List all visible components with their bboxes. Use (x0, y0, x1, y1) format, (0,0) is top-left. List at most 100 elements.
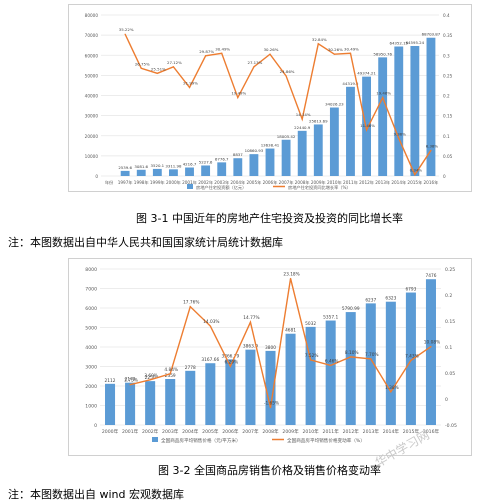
chart2-bar (305, 326, 316, 425)
chart1-y-left-tick: 30000 (85, 114, 99, 119)
chart1-line-point (253, 66, 255, 68)
chart2-y-right-tick: 0.25 (445, 267, 455, 273)
chart1-x-tick: 2004年 (230, 179, 245, 186)
figure-caption-1: 图 3-1 中国近年的房地产住宅投资及投资的同比增长率 (136, 212, 403, 225)
chart2-x-tick: 2010年 (302, 428, 319, 435)
chart2-bar (225, 359, 236, 425)
chart2-bar (245, 349, 256, 425)
chart1-bar (378, 57, 388, 176)
chart1-line-series (124, 33, 432, 177)
chart2-y-right-tick: 0 (445, 397, 448, 403)
figure-note-1: 注：本图数据出自中华人民共和国国家统计局统计数据库 (8, 236, 283, 249)
chart1-bar-label: 44319.5 (342, 81, 359, 86)
chart2-bar (145, 381, 156, 425)
chart1-line-point (205, 55, 207, 57)
chart2-y-left-tick: 5000 (85, 326, 97, 332)
chart2-bar (125, 382, 136, 425)
chart1-line-point (365, 129, 368, 131)
chart1-line-point (285, 75, 287, 77)
chart-investment-frame: 0 10000 20000 30000 40000 50000 60000 70000 8000… (68, 4, 472, 192)
chart1-line-label: 11.46% (360, 123, 375, 128)
chart2-y-right-tick: 0.2 (445, 293, 452, 299)
chart2-bar-label: 2359 (165, 373, 176, 379)
chart1-x-tick: 2002年 (198, 179, 213, 186)
chart2-bar (325, 320, 336, 425)
chart2-line-label: 7.70% (365, 352, 379, 358)
chart2-y-left-tick: 6000 (85, 306, 97, 312)
chart1-bar (297, 130, 307, 176)
chart1-bar (169, 169, 178, 176)
chart1-bar (201, 165, 211, 176)
chart2-y-right-tick: 0.1 (445, 345, 452, 351)
chart1-x-tick: 1999年 (150, 179, 165, 186)
chart2-line-label: 14.03% (203, 319, 219, 325)
chart1-bar (313, 124, 323, 176)
chart1-x-tick: 2016年 (424, 179, 439, 186)
chart1-y-left-tick: 0 (95, 174, 98, 179)
chart2-bar (425, 279, 436, 425)
chart2-line-point (209, 325, 211, 327)
chart2-line-point (129, 384, 131, 386)
chart1-y-right-tick: 0.35 (443, 33, 453, 38)
chart1-y-right-tick: 0.4 (443, 13, 450, 18)
chart1-line-label: 30.26% (328, 47, 343, 52)
chart2-line-label: 7.52% (305, 353, 319, 359)
chart1-line-point (414, 174, 416, 176)
chart2-line-point (430, 345, 432, 348)
chart1-line-label: 30.49% (215, 46, 230, 51)
chart1-bar-label: 64352.15 (389, 40, 408, 45)
figure-note-2: 注：本图数据出自 wind 宏观数据库 (8, 488, 184, 501)
chart1-bar-label: 58950.76 (373, 51, 392, 56)
chart1-line-label: 19.46% (376, 91, 391, 96)
figure-caption-2: 图 3-2 全国商品房销售价格及销售价格变动率 (158, 464, 381, 477)
chart1-line-label: 0.34% (410, 168, 423, 173)
chart2-line-point (229, 365, 231, 367)
chart1-line-label: 27.12% (167, 60, 182, 65)
chart2-bar (185, 370, 196, 425)
chart1-line-point (333, 53, 335, 55)
chart1-x-tick: 2007年 (279, 179, 294, 186)
chart2-bar-label: 2112 (105, 378, 116, 384)
chart1-y-left-tick: 80000 (85, 13, 99, 18)
chart2-line-label: 10.08% (424, 340, 440, 346)
chart1-y-left-tick: 60000 (85, 53, 99, 58)
chart1-x-tick: 年份 (105, 179, 114, 186)
chart2-line-point (169, 373, 171, 375)
chart1-line-point (269, 53, 271, 55)
chart1-bar-label: 5227.6 (199, 159, 213, 164)
chart2-x-tick: 2014年 (383, 428, 400, 435)
chart1-bar (185, 167, 194, 176)
chart2-y-left-tick: 2000 (85, 384, 97, 390)
chart1-line-label: 24.86% (280, 69, 295, 74)
chart1-line-label: 32.84% (312, 37, 327, 42)
chart2-legend-bar-label: 全国商品房平均销售价格（元/平方米） (161, 437, 241, 444)
chart1-x-tick: 2009年 (311, 179, 326, 186)
chart1-y-left-tick: 20000 (85, 134, 99, 139)
chart2-x-tick: 2013年 (363, 428, 380, 435)
chart2-line-label: 3.69% (144, 373, 158, 379)
chart2-x-tick: 2012年 (343, 428, 360, 435)
chart1-line-point (301, 118, 303, 120)
chart2-x-tick: 2016年 (423, 428, 440, 435)
chart1-bar-label: 8837 (233, 152, 243, 157)
chart2-y-right-tick: 0.05 (445, 371, 455, 377)
chart-price: 0 1000 2000 3000 4000 5000 6000 7000 8000 -0.05 0 0… (85, 267, 457, 444)
chart1-bar (410, 46, 420, 177)
chart1-bar (329, 107, 339, 176)
chart2-line-point (189, 306, 191, 308)
chart2-line-label: 7.43% (405, 353, 419, 359)
chart1-bar (120, 170, 130, 176)
chart1-line-label: 27.13% (247, 60, 262, 65)
chart2-line-label: 4.84% (164, 367, 178, 373)
chart1-y-right-tick: 0.05 (443, 154, 453, 159)
chart2-x-tick: 2000年 (102, 428, 119, 435)
chart1-bar (281, 139, 291, 176)
chart2-legend-line-label: 全国商品房平均销售价格变动率（%） (287, 437, 365, 444)
chart1-y-left-tick: 10000 (85, 154, 99, 159)
chart1-bar (265, 148, 275, 176)
chart2-bar (405, 292, 416, 425)
chart2-line-point (249, 321, 252, 323)
chart2-line-label: 14.77% (243, 315, 259, 321)
chart1-bar (426, 37, 436, 177)
chart1-line-label: 19.49% (231, 91, 246, 96)
